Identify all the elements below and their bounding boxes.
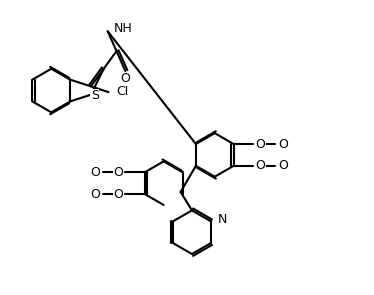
Text: O: O <box>278 159 288 172</box>
Text: O: O <box>120 73 130 86</box>
Text: O: O <box>278 137 288 150</box>
Text: O: O <box>255 159 265 172</box>
Text: O: O <box>255 137 265 150</box>
Text: NH: NH <box>114 22 132 35</box>
Text: O: O <box>113 166 123 179</box>
Text: O: O <box>113 188 123 201</box>
Text: Cl: Cl <box>116 85 129 98</box>
Text: N: N <box>218 213 227 226</box>
Text: S: S <box>91 89 99 102</box>
Text: O: O <box>91 188 100 201</box>
Text: O: O <box>91 166 100 179</box>
